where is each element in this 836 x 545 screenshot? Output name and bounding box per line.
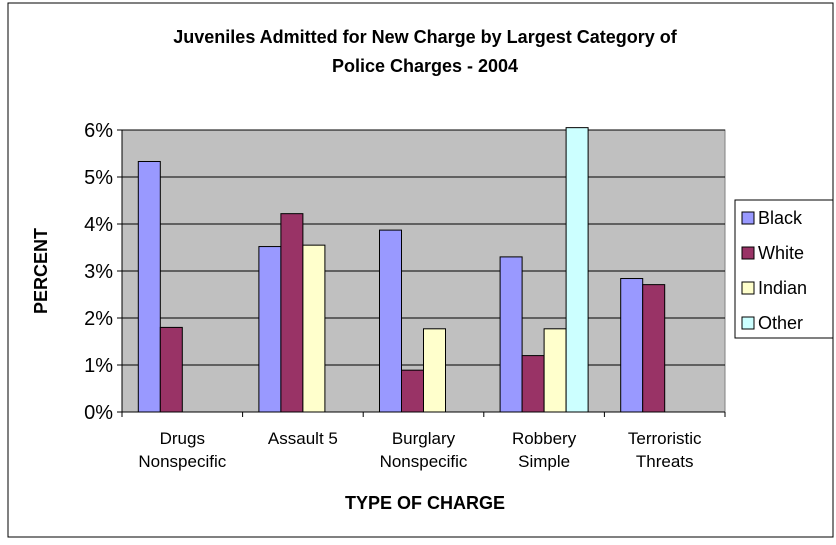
legend-label-black: Black <box>758 208 803 228</box>
legend-swatch-white <box>741 246 755 260</box>
legend-swatch-indian <box>741 281 755 295</box>
x-axis-label: TYPE OF CHARGE <box>345 493 505 513</box>
x-tick-label: Terroristic <box>628 429 702 448</box>
legend: Black White Indian Other <box>734 199 834 339</box>
bar-black <box>137 160 161 413</box>
bar-black <box>379 229 402 413</box>
x-tick-label: Robbery <box>512 429 577 448</box>
bar-black <box>258 246 282 413</box>
y-axis-label: PERCENT <box>31 228 51 314</box>
x-tick-label: Assault 5 <box>268 429 338 448</box>
y-tick-label: 6% <box>84 120 113 142</box>
bar-white <box>159 326 183 413</box>
x-tick-label: Simple <box>518 452 570 471</box>
legend-label-indian: Indian <box>758 278 807 298</box>
gridlines <box>122 129 725 366</box>
bar-other <box>565 127 589 413</box>
y-tick-label: 1% <box>84 355 113 377</box>
bar-black <box>499 256 523 413</box>
y-tick-label: 3% <box>84 261 113 283</box>
x-axis-ticks: Drugs Nonspecific Assault 5 Burglary Nonspec… <box>121 412 726 471</box>
bar-indian <box>423 328 446 413</box>
x-tick-label: Nonspecific <box>138 452 226 471</box>
bar-white <box>280 213 304 413</box>
bar-indian <box>543 328 567 413</box>
x-tick-label: Drugs <box>160 429 205 448</box>
bar-indian <box>302 244 326 413</box>
y-tick-label: 2% <box>84 308 113 330</box>
legend-swatch-other <box>741 316 755 330</box>
y-tick-label: 5% <box>84 167 113 189</box>
chart-title-line2: Police Charges - 2004 <box>332 56 518 76</box>
bar-white <box>521 355 545 413</box>
bars <box>137 127 666 413</box>
x-tick-label: Nonspecific <box>380 452 468 471</box>
legend-label-white: White <box>758 243 804 263</box>
x-tick-label: Burglary <box>392 429 456 448</box>
bar-white <box>401 369 424 413</box>
y-axis-ticks: 0% 1% 2% 3% 4% 5% 6% <box>84 120 122 424</box>
bar-black <box>620 278 644 413</box>
bar-white <box>642 284 666 413</box>
y-tick-label: 0% <box>84 402 113 424</box>
legend-label-other: Other <box>758 313 803 333</box>
legend-swatch-black <box>741 211 755 225</box>
chart-title-line1: Juveniles Admitted for New Charge by Lar… <box>173 27 677 47</box>
x-tick-label: Threats <box>636 452 694 471</box>
y-tick-label: 4% <box>84 214 113 236</box>
